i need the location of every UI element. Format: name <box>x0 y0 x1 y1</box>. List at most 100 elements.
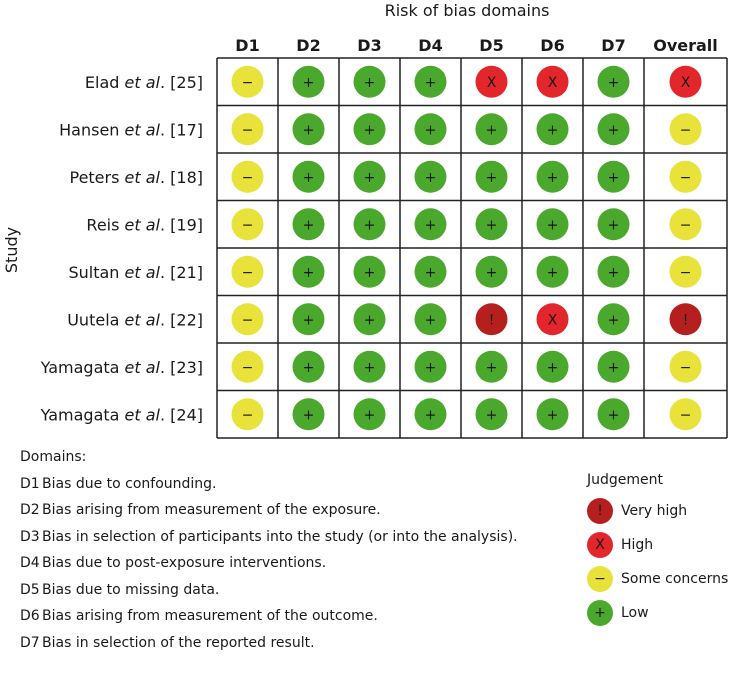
study-label: Yamagata et al. [23] <box>40 358 203 377</box>
domain-description: Bias due to missing data. <box>42 581 220 598</box>
judgement-legend-item-low: + Low <box>587 596 728 630</box>
rating-circle-high <box>536 303 569 336</box>
rating-symbol: + <box>608 75 620 91</box>
rating-circle-low <box>597 160 630 193</box>
rating-symbol: + <box>608 360 620 376</box>
rating-symbol: + <box>303 265 315 281</box>
study-name: Uutela <box>67 310 124 329</box>
judgement-label: High <box>621 537 654 553</box>
domain-legend-item: D4 Bias due to post-exposure intervention… <box>20 550 518 577</box>
domain-code: D7 <box>20 634 40 651</box>
domain-legend-item: D3 Bias in selection of participants into… <box>20 524 518 551</box>
study-name: Yamagata <box>40 358 125 377</box>
rating-symbol: + <box>608 407 620 423</box>
rating-circle-low <box>414 398 447 431</box>
rating-symbol: − <box>680 360 692 376</box>
rating-symbol: − <box>242 312 254 328</box>
domain-code: D4 <box>20 555 40 571</box>
rating-circle-some <box>669 160 702 193</box>
column-header-d6: D6 <box>540 36 564 55</box>
rating-symbol: + <box>608 265 620 281</box>
rating-circle-low <box>597 255 630 288</box>
domain-code: D6 <box>20 608 40 624</box>
rating-symbol: − <box>680 122 692 138</box>
study-label: Elad et al. [25] <box>85 73 203 92</box>
domains-legend: Domains: D1 Bias due to confounding. D2 Bia… <box>20 444 518 656</box>
study-name: Reis <box>86 215 124 234</box>
column-header-d1: D1 <box>235 36 259 55</box>
judgement-label: Very high <box>621 503 688 519</box>
rating-circle-some <box>231 350 264 383</box>
domain-description: Bias due to confounding. <box>42 475 217 492</box>
rating-circle-low <box>597 65 630 98</box>
rating-circle-low <box>414 350 447 383</box>
rating-circle-low <box>353 303 386 336</box>
rating-symbol: + <box>425 75 437 91</box>
rating-symbol: X <box>548 312 558 328</box>
rating-cells: − + + + X X + X − + + + + + + − − + + + + + + − − + + + + + + − − + + + + + + −… <box>231 65 702 431</box>
rating-symbol: − <box>680 265 692 281</box>
study-label: Peters et al. [18] <box>69 168 203 187</box>
rating-circle-low <box>292 160 325 193</box>
column-header-overall: Overall <box>653 36 718 55</box>
domain-legend-item: D1 Bias due to confounding. <box>20 471 518 498</box>
rating-circle-low <box>414 160 447 193</box>
rating-circle-low <box>536 350 569 383</box>
rating-symbol: + <box>364 360 376 376</box>
rating-circle-low <box>353 160 386 193</box>
rating-circle-low <box>597 208 630 241</box>
rating-circle-low <box>536 208 569 241</box>
study-labels: Elad et al. [25]Hansen et al. [17]Peters… <box>40 73 203 425</box>
rating-symbol: + <box>425 170 437 186</box>
rating-symbol: + <box>608 312 620 328</box>
rating-symbol: + <box>486 360 498 376</box>
rating-circle-low <box>353 65 386 98</box>
judgement-title: Judgement <box>587 472 664 488</box>
rating-circle-low <box>597 303 630 336</box>
rating-circle-some <box>231 113 264 146</box>
rating-symbol: − <box>242 170 254 186</box>
study-name: Peters <box>69 168 124 187</box>
rating-symbol: + <box>303 360 315 376</box>
rating-symbol: + <box>486 170 498 186</box>
rating-symbol: + <box>364 217 376 233</box>
domain-description: Bias arising from measurement of the exp… <box>42 502 381 518</box>
rating-circle-low <box>536 398 569 431</box>
rating-symbol: − <box>242 407 254 423</box>
rating-symbol: + <box>547 360 559 376</box>
rating-symbol: + <box>364 265 376 281</box>
judgement-legend-item-veryhigh: ! Very high <box>587 494 728 528</box>
rating-symbol: X <box>681 75 691 91</box>
rating-circle-low <box>414 65 447 98</box>
domain-description: Bias due to post-exposure interventions. <box>42 555 327 571</box>
table-grid <box>216 57 728 439</box>
column-header-d7: D7 <box>601 36 625 55</box>
rating-circle-low <box>353 113 386 146</box>
study-ref: . [23] <box>160 358 203 377</box>
rating-symbol: ! <box>489 312 495 328</box>
rating-circle-some <box>669 255 702 288</box>
column-header-d4: D4 <box>418 36 442 55</box>
rating-circle-high <box>669 65 702 98</box>
judgement-legend: Judgement ! Very high X High − Some concerns +… <box>587 466 728 630</box>
rating-symbol: + <box>425 122 437 138</box>
rating-circle-low <box>353 350 386 383</box>
study-etal: et al <box>125 73 161 92</box>
rating-circle-low <box>292 65 325 98</box>
rating-circle-low <box>475 398 508 431</box>
rating-symbol: + <box>303 407 315 423</box>
chart-title: Risk of bias domains <box>385 1 550 20</box>
rating-circle-low <box>597 113 630 146</box>
rating-symbol: ! <box>683 312 689 328</box>
rating-symbol: + <box>608 122 620 138</box>
rating-circle-some <box>231 160 264 193</box>
rating-circle-some <box>231 303 264 336</box>
study-ref: . [24] <box>160 405 203 424</box>
domain-code: D3 <box>20 528 40 545</box>
judgement-swatch: ! <box>587 498 613 524</box>
domain-legend-item: D7 Bias in selection of the reported resu… <box>20 630 518 657</box>
rating-symbol: + <box>303 170 315 186</box>
rating-circle-low <box>414 303 447 336</box>
study-name: Yamagata <box>40 405 125 424</box>
domains-title: Domains: <box>20 449 87 465</box>
